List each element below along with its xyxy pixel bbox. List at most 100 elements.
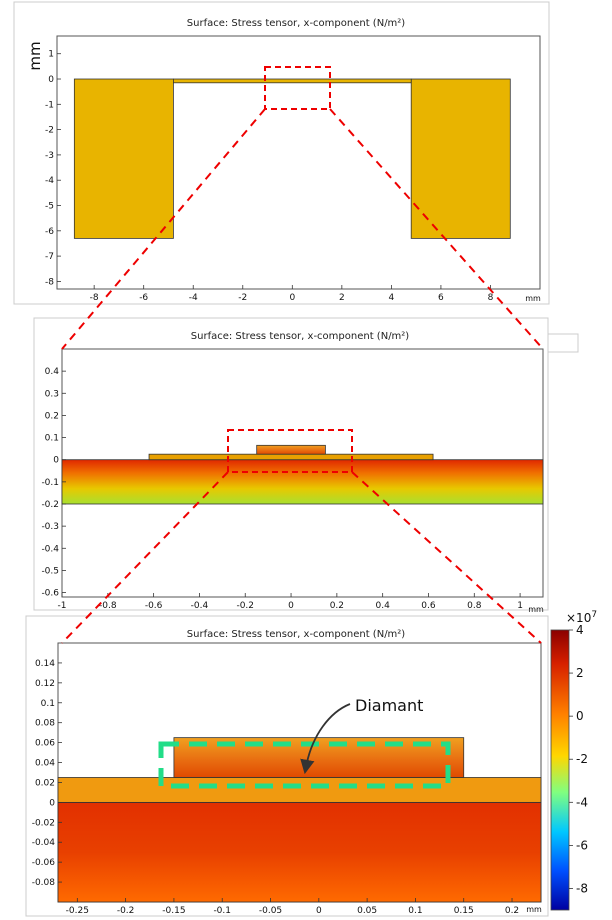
x-tick-label: 0 xyxy=(288,601,294,611)
panel-1-plot-frame xyxy=(56,35,541,290)
colorbar-tick-label: 4 xyxy=(576,623,584,637)
x-tick-label: 0.8 xyxy=(467,601,482,611)
y-tick-label: -0.08 xyxy=(32,878,56,888)
y-tick-label: 0.4 xyxy=(45,367,60,377)
y-tick-label: -4 xyxy=(45,176,54,186)
colorbar-tick-label: -4 xyxy=(576,795,588,809)
y-tick-label: 0 xyxy=(53,456,59,466)
x-tick-label: 4 xyxy=(389,293,395,303)
x-tick-label: -2 xyxy=(238,293,247,303)
panel-1-y-ticks: 1 0 -1 -2 -3 -4 -5 -6 -7 -8 xyxy=(45,50,61,287)
y-tick-label: 0.14 xyxy=(35,659,55,669)
region-layer xyxy=(57,777,542,803)
y-tick-label: -0.04 xyxy=(32,838,56,848)
panel-1-geometry xyxy=(73,78,511,239)
panel-2-x-unit: mm xyxy=(528,605,544,614)
panel-2-x-ticks: -1 -0.8 -0.6 -0.4 -0.2 0 0.2 0.4 0.6 0.8 1 xyxy=(58,593,523,611)
colorbar-tick-label: 2 xyxy=(576,666,584,680)
x-tick-label: -0.6 xyxy=(145,601,163,611)
y-tick-label: 0.04 xyxy=(35,759,55,769)
y-tick-label: 0.2 xyxy=(45,411,59,421)
x-tick-label: 0.2 xyxy=(505,906,519,916)
x-tick-label: -0.2 xyxy=(236,601,254,611)
zoom-connectors xyxy=(61,108,544,644)
x-tick-label: -0.05 xyxy=(259,906,282,916)
panel-3-y-ticks: 0.14 0.12 0.1 0.08 0.06 0.04 0.02 0 -0.02 -0.04 -0… xyxy=(32,659,62,888)
y-tick-label: -0.4 xyxy=(41,544,59,554)
x-tick-label: 1 xyxy=(517,601,523,611)
x-tick-label: -0.2 xyxy=(117,906,135,916)
x-tick-label: 0.15 xyxy=(454,906,474,916)
connector-1-left xyxy=(61,108,266,350)
y-tick-label: 0.3 xyxy=(45,389,59,399)
x-tick-label: 6 xyxy=(438,293,444,303)
y-tick-label: -5 xyxy=(45,202,54,212)
panel-3: Surface: Stress tensor, x-component (N/m… xyxy=(25,615,549,917)
x-tick-label: 0.4 xyxy=(376,601,391,611)
region-left-support xyxy=(73,78,174,239)
y-tick-label: 0.06 xyxy=(35,739,55,749)
x-tick-label: 8 xyxy=(488,293,494,303)
x-tick-label: -4 xyxy=(189,293,198,303)
colorbar: ×107 4 2 0 -2 -4 -6 -8 xyxy=(550,610,597,911)
y-tick-label: 0 xyxy=(48,75,54,85)
x-tick-label: -8 xyxy=(90,293,99,303)
y-tick-label: -0.5 xyxy=(41,566,59,576)
colorbar-tick-label: -8 xyxy=(576,881,588,895)
y-tick-label: -0.02 xyxy=(32,818,55,828)
y-tick-label: -2 xyxy=(45,126,54,136)
y-tick-label: -6 xyxy=(45,227,54,237)
colorbar-tick-label: 0 xyxy=(576,709,584,723)
x-tick-label: -0.4 xyxy=(191,601,209,611)
x-tick-label: 0.6 xyxy=(421,601,436,611)
y-tick-label: -8 xyxy=(45,277,54,287)
x-tick-label: -0.8 xyxy=(99,601,117,611)
region-right-support xyxy=(410,78,511,239)
colorbar-ticks: 4 2 0 -2 -4 -6 -8 xyxy=(569,623,588,895)
x-tick-label: 0.1 xyxy=(408,906,422,916)
connector-1-right xyxy=(329,108,544,350)
panel-1-x-unit: mm xyxy=(525,294,541,303)
panel-2-geometry xyxy=(61,444,544,505)
x-tick-label: 0.2 xyxy=(330,601,344,611)
x-tick-label: -0.25 xyxy=(66,906,89,916)
y-tick-label: -0.6 xyxy=(41,589,59,599)
panel-1-zoom-box xyxy=(264,66,331,110)
panel-1-y-unit: mm xyxy=(26,41,44,70)
panel-2-y-ticks: 0.4 0.3 0.2 0.1 0 -0.1 -0.2 -0.3 -0.4 -0.5 -0.6 xyxy=(41,367,66,599)
x-tick-label: 0 xyxy=(289,293,295,303)
panel-1-title: Surface: Stress tensor, x-component (N/m… xyxy=(187,18,406,29)
colorbar-scale xyxy=(550,629,570,911)
connector-2-left xyxy=(61,471,229,644)
diamond-highlight-box xyxy=(158,741,451,789)
y-tick-label: 0.02 xyxy=(35,778,55,788)
connector-2-right xyxy=(351,471,542,644)
panel-3-x-unit: mm xyxy=(526,905,542,914)
panel-1-x-ticks: -8 -6 -4 -2 0 2 4 6 8 xyxy=(90,285,494,303)
panel-2-empty-box xyxy=(547,333,579,353)
panel-2: Surface: Stress tensor, x-component (N/m… xyxy=(33,317,579,614)
colorbar-tick-label: -2 xyxy=(576,752,588,766)
annotation-arrow xyxy=(300,703,351,775)
colorbar-multiplier-base: ×10 xyxy=(566,611,591,625)
region-substrate xyxy=(57,801,542,903)
x-tick-label: 2 xyxy=(339,293,345,303)
y-tick-label: -3 xyxy=(45,151,54,161)
y-tick-label: 0.12 xyxy=(35,679,55,689)
colorbar-exponent: 7 xyxy=(591,610,597,620)
x-tick-label: -1 xyxy=(58,601,67,611)
region-membrane xyxy=(173,78,412,84)
x-tick-label: 0 xyxy=(316,906,322,916)
annotation-label: Diamant xyxy=(355,696,423,715)
panel-1: Surface: Stress tensor, x-component (N/m… xyxy=(13,1,550,305)
y-tick-label: -0.1 xyxy=(41,478,59,488)
x-tick-label: -0.1 xyxy=(213,906,231,916)
y-tick-label: 0.1 xyxy=(45,434,59,444)
y-tick-label: 1 xyxy=(48,50,54,60)
region-substrate xyxy=(61,459,544,505)
y-tick-label: -0.2 xyxy=(41,500,59,510)
panel-3-x-ticks: -0.25 -0.2 -0.15 -0.1 -0.05 0 0.05 0.1 0.15 0.2 xyxy=(66,898,519,916)
y-tick-label: -7 xyxy=(45,252,54,262)
x-tick-label: 0.05 xyxy=(357,906,377,916)
colorbar-tick-label: -6 xyxy=(576,838,588,852)
